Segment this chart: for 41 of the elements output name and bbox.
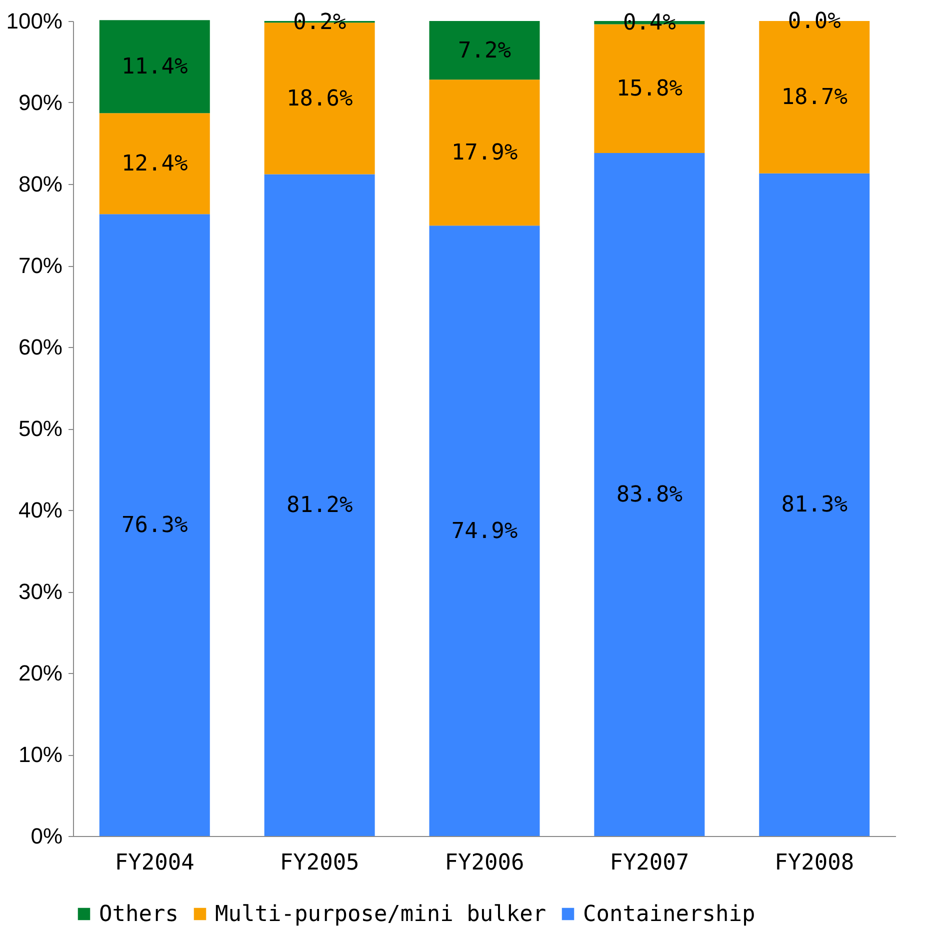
y-tick-label: 40% [18,498,62,522]
data-label: 7.2% [458,38,511,64]
y-tick-label: 10% [18,742,62,767]
x-tick-label: FY2004 [114,850,194,876]
x-tick-label: FY2005 [280,850,360,876]
x-tick-label: FY2007 [610,850,690,876]
bar [429,80,540,226]
data-label: 76.3% [122,513,188,538]
bar [594,153,705,836]
legend-label: Containership [583,902,756,927]
data-label: 15.8% [616,76,683,102]
data-label: 83.8% [616,482,683,508]
bar [429,226,540,836]
legend-label: Multi-purpose/mini bulker [215,902,546,927]
bar [99,20,210,114]
bar [759,173,870,836]
bar [99,214,210,836]
data-label: 18.6% [286,86,353,112]
legend-label: Others [99,902,178,927]
y-tick-label: 70% [18,253,62,278]
y-tick-label: 90% [18,90,62,115]
data-label: 18.7% [781,85,848,110]
y-tick-label: 30% [18,579,62,604]
bar [264,174,375,836]
bar [429,21,540,80]
y-tick-label: 100% [6,8,62,34]
y-tick-label: 50% [18,416,62,441]
data-label: 12.4% [122,152,188,177]
x-tick-label: FY2008 [774,850,854,876]
bar [99,113,210,214]
y-tick-label: 80% [18,172,62,196]
data-label: 74.9% [451,518,518,544]
x-tick-label: FY2006 [444,850,524,876]
y-tick-label: 20% [18,660,62,686]
data-label: 17.9% [451,140,518,166]
data-label: 81.2% [286,493,353,518]
y-tick-label: 0% [30,824,62,848]
data-label: 81.3% [781,492,848,518]
data-label: 0.4% [622,10,676,36]
data-label: 11.4% [122,54,188,80]
y-tick-label: 60% [18,334,62,360]
